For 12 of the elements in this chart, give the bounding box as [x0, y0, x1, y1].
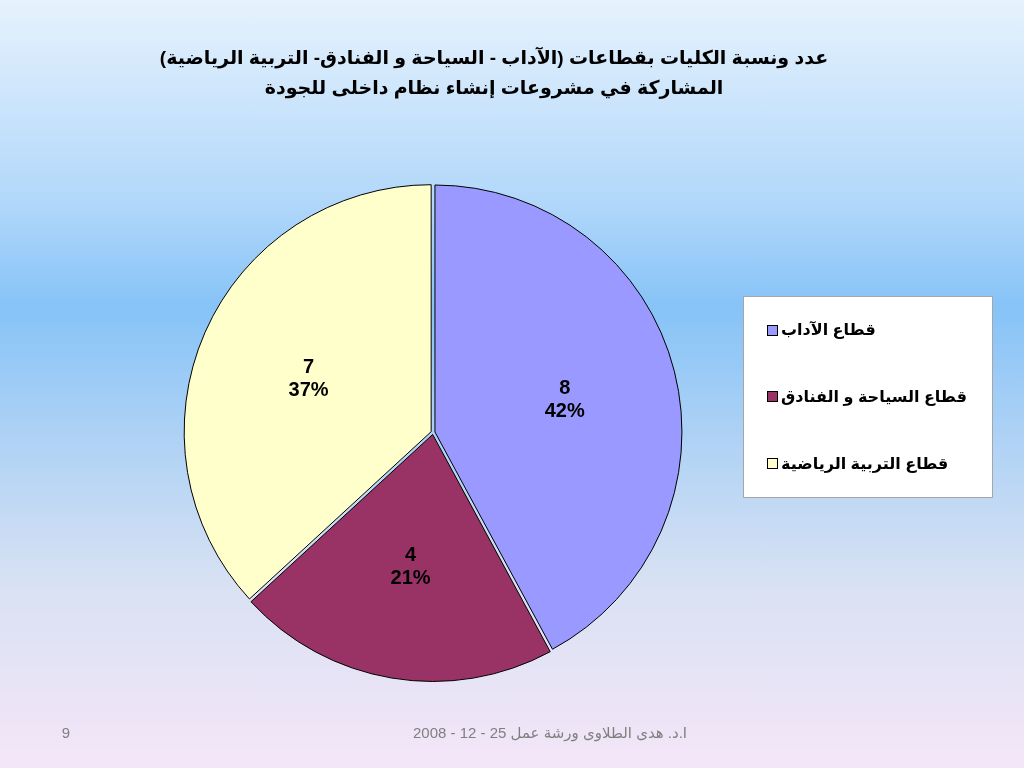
legend-label: قطاع التربية الرياضية [781, 453, 949, 474]
data-label: 4 21% [389, 543, 432, 590]
pie-slice [250, 433, 551, 682]
pie-slice [183, 184, 432, 600]
data-label: 8 42% [543, 376, 586, 423]
pie-slice [434, 184, 683, 650]
legend-label: قطاع الآداب [781, 320, 876, 341]
data-label: 7 37% [287, 354, 330, 401]
text: ا.د. هدى الطلاوى ورشة عمل 25 - 12 - 2008 [412, 724, 688, 742]
chart-title: عدد ونسبة الكليات بقطاعات (الآداب - السياحة و الفنادق- التربية الرياضية) المشاركة في مشروعات إنشاء نظام داخلى للجودة [158, 46, 830, 101]
text: 9 [61, 724, 71, 742]
legend-label: قطاع السياحة و الفنادق [781, 387, 967, 407]
